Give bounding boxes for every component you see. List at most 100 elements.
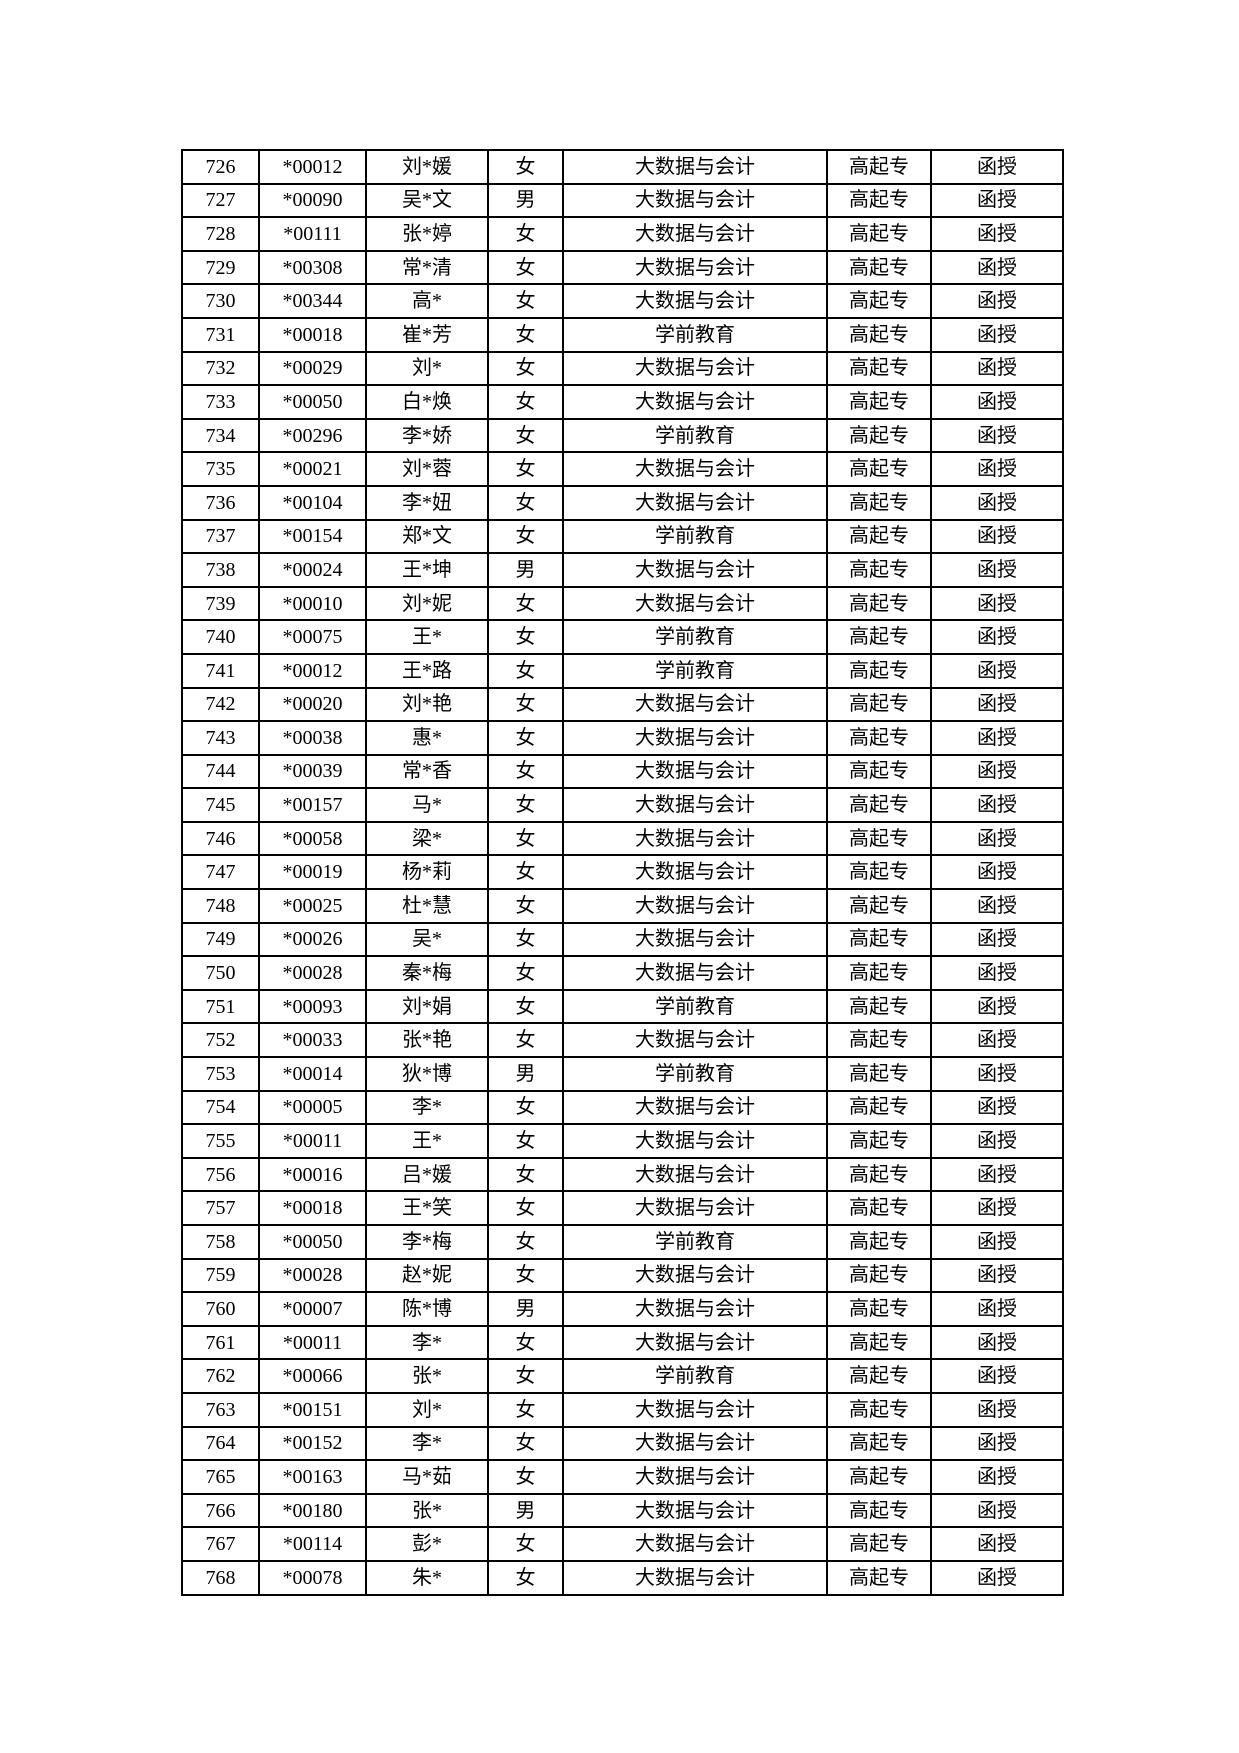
cell-level: 高起专 bbox=[826, 988, 932, 1025]
cell-study-form: 函授 bbox=[930, 888, 1064, 924]
cell-masked-name: 李*梅 bbox=[365, 1224, 489, 1260]
cell-masked-id: *00014 bbox=[258, 1056, 367, 1092]
table-row: 765 *00163 马*茹女大数据与会计 高起专 函授 bbox=[181, 1459, 1064, 1495]
cell-study-form: 函授 bbox=[930, 283, 1064, 319]
cell-masked-id: *00104 bbox=[258, 484, 367, 521]
table-row: 741 *00012 王*路女学前教育 高起专 函授 bbox=[181, 652, 1064, 689]
cell-level: 高起专 bbox=[826, 249, 932, 286]
table-row: 751 *00093 刘*娟女学前教育 高起专 函授 bbox=[181, 988, 1064, 1025]
cell-serial-number: 748 bbox=[181, 888, 260, 924]
table-row: 761 *00011 李* 女大数据与会计 高起专 函授 bbox=[181, 1324, 1064, 1361]
cell-masked-name: 张* bbox=[365, 1492, 489, 1529]
cell-serial-number: 761 bbox=[181, 1324, 260, 1361]
cell-gender: 女 bbox=[487, 451, 564, 487]
table-row: 743 *00038 惠* 女大数据与会计 高起专 函授 bbox=[181, 720, 1064, 756]
cell-level: 高起专 bbox=[826, 484, 932, 521]
cell-masked-id: *00026 bbox=[258, 921, 367, 958]
cell-study-form: 函授 bbox=[930, 820, 1064, 857]
table-row: 736 *00104 李*妞女大数据与会计 高起专 函授 bbox=[181, 484, 1064, 521]
cell-study-form: 函授 bbox=[930, 1156, 1064, 1193]
cell-level: 高起专 bbox=[826, 1459, 932, 1495]
cell-masked-name: 崔*芳 bbox=[365, 316, 489, 353]
cell-gender: 女 bbox=[487, 1123, 564, 1159]
cell-gender: 女 bbox=[487, 1358, 564, 1394]
cell-study-form: 函授 bbox=[930, 1425, 1064, 1462]
cell-masked-name: 刘*妮 bbox=[365, 585, 489, 622]
table-row: 758 *00050 李*梅女学前教育 高起专 函授 bbox=[181, 1224, 1064, 1260]
cell-level: 高起专 bbox=[826, 955, 932, 991]
cell-masked-id: *00039 bbox=[258, 753, 367, 790]
cell-serial-number: 728 bbox=[181, 216, 260, 252]
cell-study-form: 函授 bbox=[930, 1459, 1064, 1495]
cell-major: 大数据与会计 bbox=[562, 384, 828, 420]
cell-serial-number: 755 bbox=[181, 1123, 260, 1159]
cell-study-form: 函授 bbox=[930, 1022, 1064, 1059]
cell-major: 大数据与会计 bbox=[562, 787, 828, 823]
cell-masked-id: *00010 bbox=[258, 585, 367, 622]
cell-masked-name: 王*坤 bbox=[365, 552, 489, 588]
cell-gender: 女 bbox=[487, 921, 564, 958]
cell-serial-number: 750 bbox=[181, 955, 260, 991]
cell-masked-name: 王*笑 bbox=[365, 1190, 489, 1226]
enrollment-table: 726 *00012 刘*媛女大数据与会计 高起专 函授 727 *00090 吴*文男大数据… bbox=[181, 149, 1064, 1596]
cell-masked-id: *00025 bbox=[258, 888, 367, 924]
cell-serial-number: 765 bbox=[181, 1459, 260, 1495]
cell-serial-number: 731 bbox=[181, 316, 260, 353]
cell-level: 高起专 bbox=[826, 753, 932, 790]
cell-gender: 女 bbox=[487, 1526, 564, 1562]
cell-gender: 女 bbox=[487, 787, 564, 823]
cell-major: 学前教育 bbox=[562, 1224, 828, 1260]
cell-masked-id: *00021 bbox=[258, 451, 367, 487]
cell-masked-id: *00152 bbox=[258, 1425, 367, 1462]
cell-study-form: 函授 bbox=[930, 1224, 1064, 1260]
cell-serial-number: 733 bbox=[181, 384, 260, 420]
cell-masked-name: 陈*博 bbox=[365, 1291, 489, 1327]
cell-level: 高起专 bbox=[826, 149, 932, 185]
cell-study-form: 函授 bbox=[930, 921, 1064, 958]
cell-study-form: 函授 bbox=[930, 1257, 1064, 1294]
cell-level: 高起专 bbox=[826, 451, 932, 487]
cell-gender: 女 bbox=[487, 955, 564, 991]
cell-level: 高起专 bbox=[826, 720, 932, 756]
cell-serial-number: 745 bbox=[181, 787, 260, 823]
cell-masked-name: 刘*蓉 bbox=[365, 451, 489, 487]
cell-masked-id: *00050 bbox=[258, 1224, 367, 1260]
cell-masked-id: *00005 bbox=[258, 1089, 367, 1126]
cell-serial-number: 735 bbox=[181, 451, 260, 487]
table-row: 748 *00025 杜*慧女大数据与会计 高起专 函授 bbox=[181, 888, 1064, 924]
cell-masked-name: 秦*梅 bbox=[365, 955, 489, 991]
cell-masked-id: *00011 bbox=[258, 1123, 367, 1159]
cell-study-form: 函授 bbox=[930, 249, 1064, 286]
cell-serial-number: 759 bbox=[181, 1257, 260, 1294]
cell-masked-id: *00020 bbox=[258, 686, 367, 723]
cell-masked-name: 高* bbox=[365, 283, 489, 319]
cell-level: 高起专 bbox=[826, 518, 932, 555]
cell-major: 大数据与会计 bbox=[562, 1291, 828, 1327]
cell-major: 学前教育 bbox=[562, 619, 828, 655]
cell-level: 高起专 bbox=[826, 182, 932, 219]
cell-major: 大数据与会计 bbox=[562, 1559, 828, 1596]
cell-serial-number: 757 bbox=[181, 1190, 260, 1226]
cell-major: 学前教育 bbox=[562, 518, 828, 555]
cell-serial-number: 744 bbox=[181, 753, 260, 790]
cell-gender: 女 bbox=[487, 1324, 564, 1361]
cell-gender: 女 bbox=[487, 854, 564, 891]
cell-masked-name: 朱* bbox=[365, 1559, 489, 1596]
cell-serial-number: 729 bbox=[181, 249, 260, 286]
cell-masked-name: 王* bbox=[365, 1123, 489, 1159]
cell-study-form: 函授 bbox=[930, 1559, 1064, 1596]
cell-masked-name: 狄*博 bbox=[365, 1056, 489, 1092]
cell-level: 高起专 bbox=[826, 585, 932, 622]
cell-serial-number: 754 bbox=[181, 1089, 260, 1126]
table-row: 749 *00026 吴* 女大数据与会计 高起专 函授 bbox=[181, 921, 1064, 958]
cell-level: 高起专 bbox=[826, 1022, 932, 1059]
cell-masked-id: *00016 bbox=[258, 1156, 367, 1193]
cell-masked-name: 张*婷 bbox=[365, 216, 489, 252]
cell-masked-name: 刘*娟 bbox=[365, 988, 489, 1025]
cell-level: 高起专 bbox=[826, 417, 932, 454]
cell-major: 大数据与会计 bbox=[562, 585, 828, 622]
table-row: 753 *00014 狄*博男学前教育 高起专 函授 bbox=[181, 1056, 1064, 1092]
cell-gender: 女 bbox=[487, 417, 564, 454]
cell-study-form: 函授 bbox=[930, 1190, 1064, 1226]
cell-masked-name: 王* bbox=[365, 619, 489, 655]
